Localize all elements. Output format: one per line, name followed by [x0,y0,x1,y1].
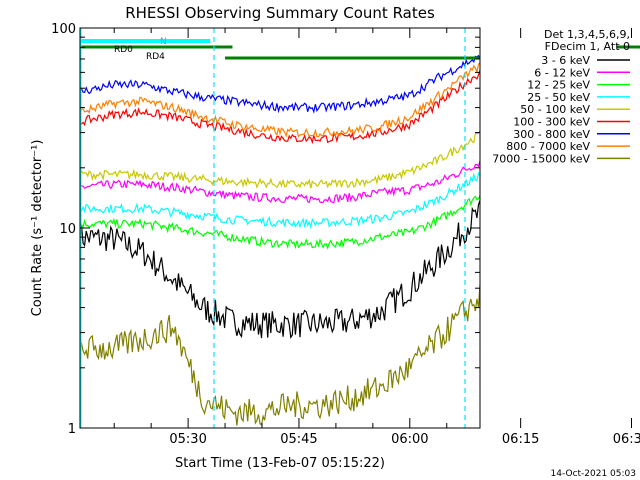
legend-label-2: 6 - 12 keV [534,66,590,79]
series-line-4 [79,171,481,230]
footer-date: 14-Oct-2021 05:03 [551,469,636,479]
legend-label-3: 12 - 25 keV [527,79,590,92]
legend-label-7: 300 - 800 keV [513,128,590,141]
series-line-6 [79,70,481,145]
flag-label-n: N [160,37,167,47]
chart-title: RHESSI Observing Summary Count Rates [125,4,435,22]
series-line-9 [79,284,481,426]
series-line-3 [79,195,481,250]
legend-label-1: 3 - 6 keV [541,54,590,67]
series-line-1 [79,200,481,339]
x-tick-label: 06:15 [502,432,539,447]
legend-label-5: 50 - 100 keV [520,103,590,116]
legend-label-6: 100 - 300 keV [513,116,590,129]
series-layer [79,54,481,426]
series-line-7 [79,54,481,114]
x-tick-label: 06:00 [391,432,428,447]
y-tick-label: 1 [68,422,76,437]
y-axis-label: Count Rate (s⁻¹ detector⁻¹) [30,140,45,317]
series-line-2 [79,160,481,204]
x-tick-label: 05:30 [169,432,206,447]
series-line-5 [79,130,481,189]
legend-header-2: FDecim 1, Att 0 [545,40,630,53]
flag-label-rd4: RD4 [146,52,165,62]
flag-label-rd0: RD0 [114,45,133,55]
x-tick-label: 06:30 [613,432,640,447]
x-tick-label: 05:45 [280,432,317,447]
x-axis-label: Start Time (13-Feb-07 05:15:22) [175,456,385,471]
legend-label-9: 7000 - 15000 keV [492,152,590,165]
y-tick-label: 100 [51,22,76,37]
y-tick-label: 10 [59,222,76,237]
flag-layer [80,28,640,428]
plot-frame [79,27,481,429]
legend-label-8: 800 - 7000 keV [506,140,590,153]
series-line-8 [79,62,481,138]
legend-label-4: 25 - 50 keV [527,91,590,104]
legend-header-1: Det 1,3,4,5,6,9, [544,28,630,41]
